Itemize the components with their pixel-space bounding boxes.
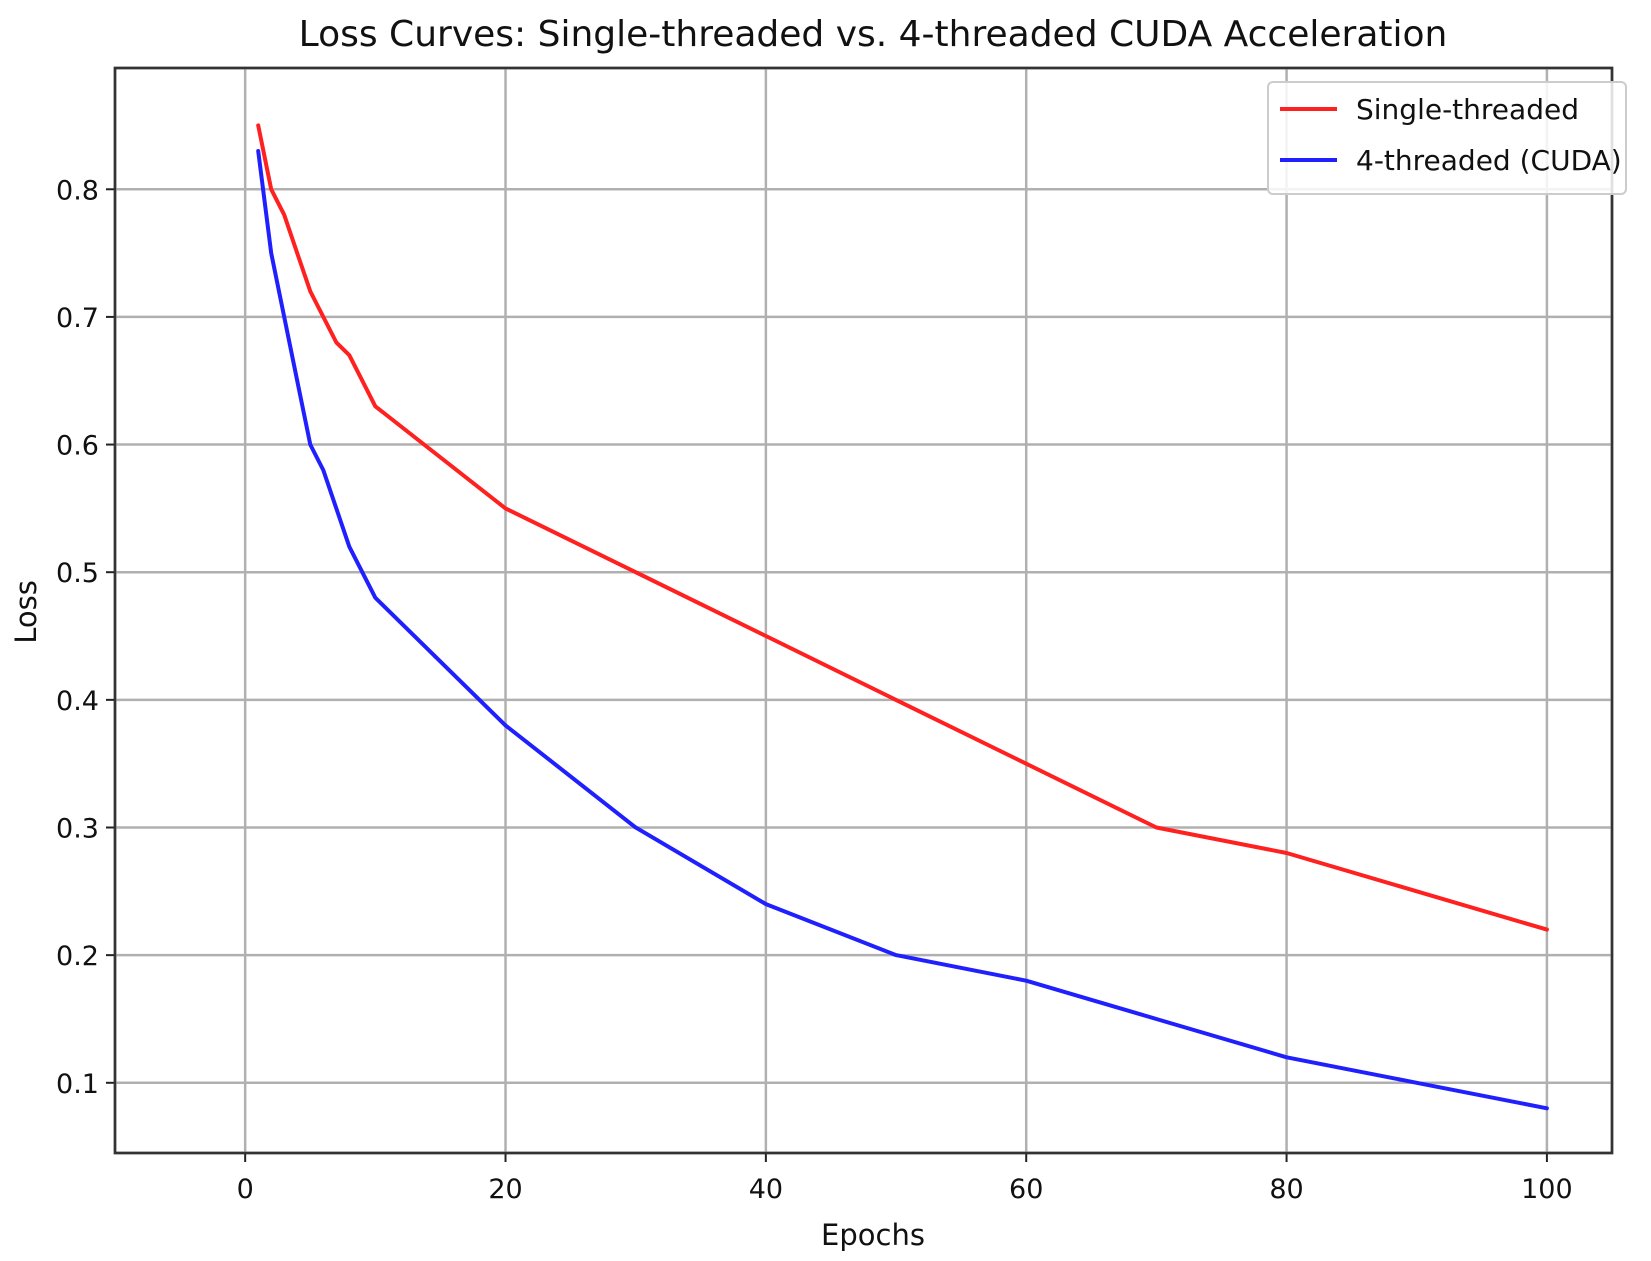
- legend-label-single-threaded: Single-threaded: [1356, 93, 1579, 126]
- legend-label-4-threaded-cuda: 4-threaded (CUDA): [1356, 144, 1622, 177]
- x-axis-label: Epochs: [821, 1218, 925, 1252]
- y-tick-label: 0.8: [56, 175, 99, 206]
- y-tick-label: 0.5: [56, 558, 99, 589]
- chart-title: Loss Curves: Single-threaded vs. 4-threa…: [299, 14, 1448, 55]
- x-tick-label: 0: [237, 1174, 254, 1205]
- x-tick-label: 100: [1521, 1174, 1573, 1205]
- x-tick-label: 20: [488, 1174, 522, 1205]
- y-tick-label: 0.2: [56, 941, 99, 972]
- plot-border: [113, 66, 1614, 1155]
- y-tick-label: 0.4: [56, 686, 99, 717]
- x-tick-label: 60: [1009, 1174, 1043, 1205]
- axis-ticks: 0 20 40 60 80 100 0.1 0.2 0.3 0.4 0.5 0.6 0.7 0.8: [56, 175, 1573, 1205]
- y-axis-label: Loss: [9, 580, 43, 644]
- y-tick-label: 0.1: [56, 1069, 99, 1100]
- plot-area: [113, 66, 1614, 1155]
- legend-box: [1267, 81, 1627, 195]
- legend: Single-threaded 4-threaded (CUDA): [1267, 81, 1627, 195]
- series-line-single-threaded: [256, 123, 1549, 932]
- y-tick-label: 0.6: [56, 431, 99, 462]
- series-line-4-threaded-cuda: [256, 149, 1549, 1111]
- y-tick-label: 0.3: [56, 814, 99, 845]
- x-tick-label: 40: [749, 1174, 783, 1205]
- x-tick-label: 80: [1269, 1174, 1303, 1205]
- data-series: [256, 123, 1549, 1111]
- y-tick-label: 0.7: [56, 303, 99, 334]
